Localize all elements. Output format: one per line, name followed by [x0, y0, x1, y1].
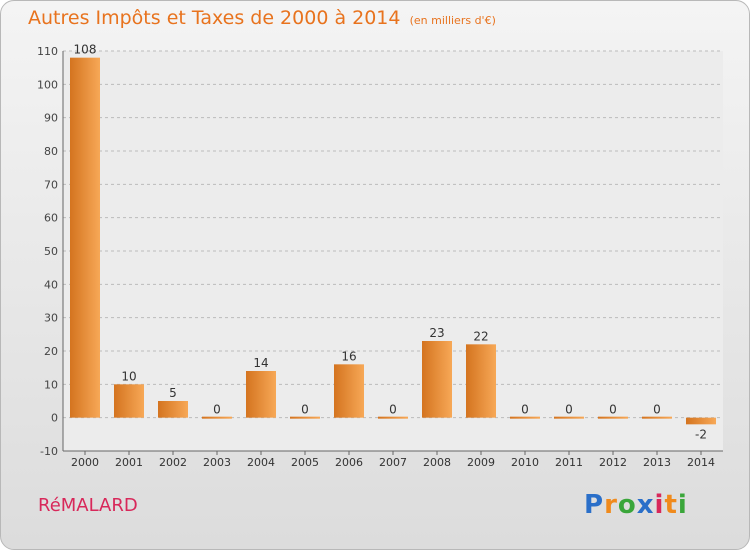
logo-letter: i — [677, 490, 688, 520]
logo-letter: o — [617, 490, 637, 520]
bar — [510, 416, 540, 419]
data-label: 23 — [429, 326, 444, 340]
y-tick-label: 100 — [37, 78, 58, 91]
y-tick-label: 10 — [44, 378, 58, 391]
x-tick-label: 2013 — [643, 456, 671, 469]
logo-letter: i — [654, 490, 665, 520]
x-tick-label: 2006 — [335, 456, 363, 469]
commune-name: RéMALARD — [38, 495, 138, 516]
data-label: 0 — [653, 403, 661, 417]
data-label: 108 — [74, 43, 97, 57]
x-tick-label: 2002 — [159, 456, 187, 469]
bar — [290, 416, 320, 419]
proxiti-logo[interactable]: Proxiti — [584, 490, 688, 520]
bar — [334, 364, 364, 418]
y-tick-label: 80 — [44, 145, 58, 158]
data-label: 10 — [121, 369, 136, 383]
x-tick-label: 2007 — [379, 456, 407, 469]
y-tick-label: 0 — [51, 412, 58, 425]
data-label: 14 — [253, 356, 268, 370]
x-tick-label: 2008 — [423, 456, 451, 469]
x-tick-label: 2011 — [555, 456, 583, 469]
y-tick-label: 60 — [44, 212, 58, 225]
chart-title: Autres Impôts et Taxes de 2000 à 2014 — [28, 7, 401, 29]
x-tick-label: 2014 — [687, 456, 715, 469]
x-tick-label: 2010 — [511, 456, 539, 469]
x-tick-label: 2009 — [467, 456, 495, 469]
x-tick-label: 2000 — [71, 456, 99, 469]
logo-letter: r — [604, 490, 618, 520]
y-tick-label: 110 — [37, 45, 58, 58]
bar — [246, 371, 276, 418]
data-label: 16 — [341, 349, 356, 363]
y-tick-label: 20 — [44, 345, 58, 358]
bar — [70, 57, 100, 418]
bar — [202, 416, 232, 419]
data-label: 0 — [301, 403, 309, 417]
data-label: 0 — [565, 403, 573, 417]
bar — [598, 416, 628, 419]
title-block: Autres Impôts et Taxes de 2000 à 2014 (e… — [28, 7, 496, 29]
x-tick-label: 2005 — [291, 456, 319, 469]
bar — [686, 417, 716, 425]
bar — [158, 401, 188, 418]
logo-letter: P — [584, 490, 605, 520]
logo-letter: t — [664, 490, 678, 520]
data-label: 22 — [473, 329, 488, 343]
y-tick-label: -10 — [40, 445, 58, 458]
y-tick-label: 70 — [44, 178, 58, 191]
data-label: 5 — [169, 386, 177, 400]
x-tick-label: 2001 — [115, 456, 143, 469]
x-tick-label: 2003 — [203, 456, 231, 469]
data-label: 0 — [213, 403, 221, 417]
data-label: 0 — [609, 403, 617, 417]
bar — [114, 384, 144, 418]
x-tick-label: 2012 — [599, 456, 627, 469]
chart-subtitle: (en milliers d'€) — [409, 14, 496, 27]
bar — [378, 416, 408, 419]
bar — [466, 344, 496, 418]
y-tick-label: 90 — [44, 112, 58, 125]
x-tick-label: 2004 — [247, 456, 275, 469]
bar — [642, 416, 672, 419]
logo-letter: x — [636, 490, 655, 520]
data-label: 0 — [521, 403, 529, 417]
y-tick-label: 30 — [44, 312, 58, 325]
y-tick-label: 50 — [44, 245, 58, 258]
bar — [422, 341, 452, 418]
data-label: 0 — [389, 403, 397, 417]
bar — [554, 416, 584, 419]
y-tick-label: 40 — [44, 278, 58, 291]
data-label: -2 — [695, 427, 707, 441]
